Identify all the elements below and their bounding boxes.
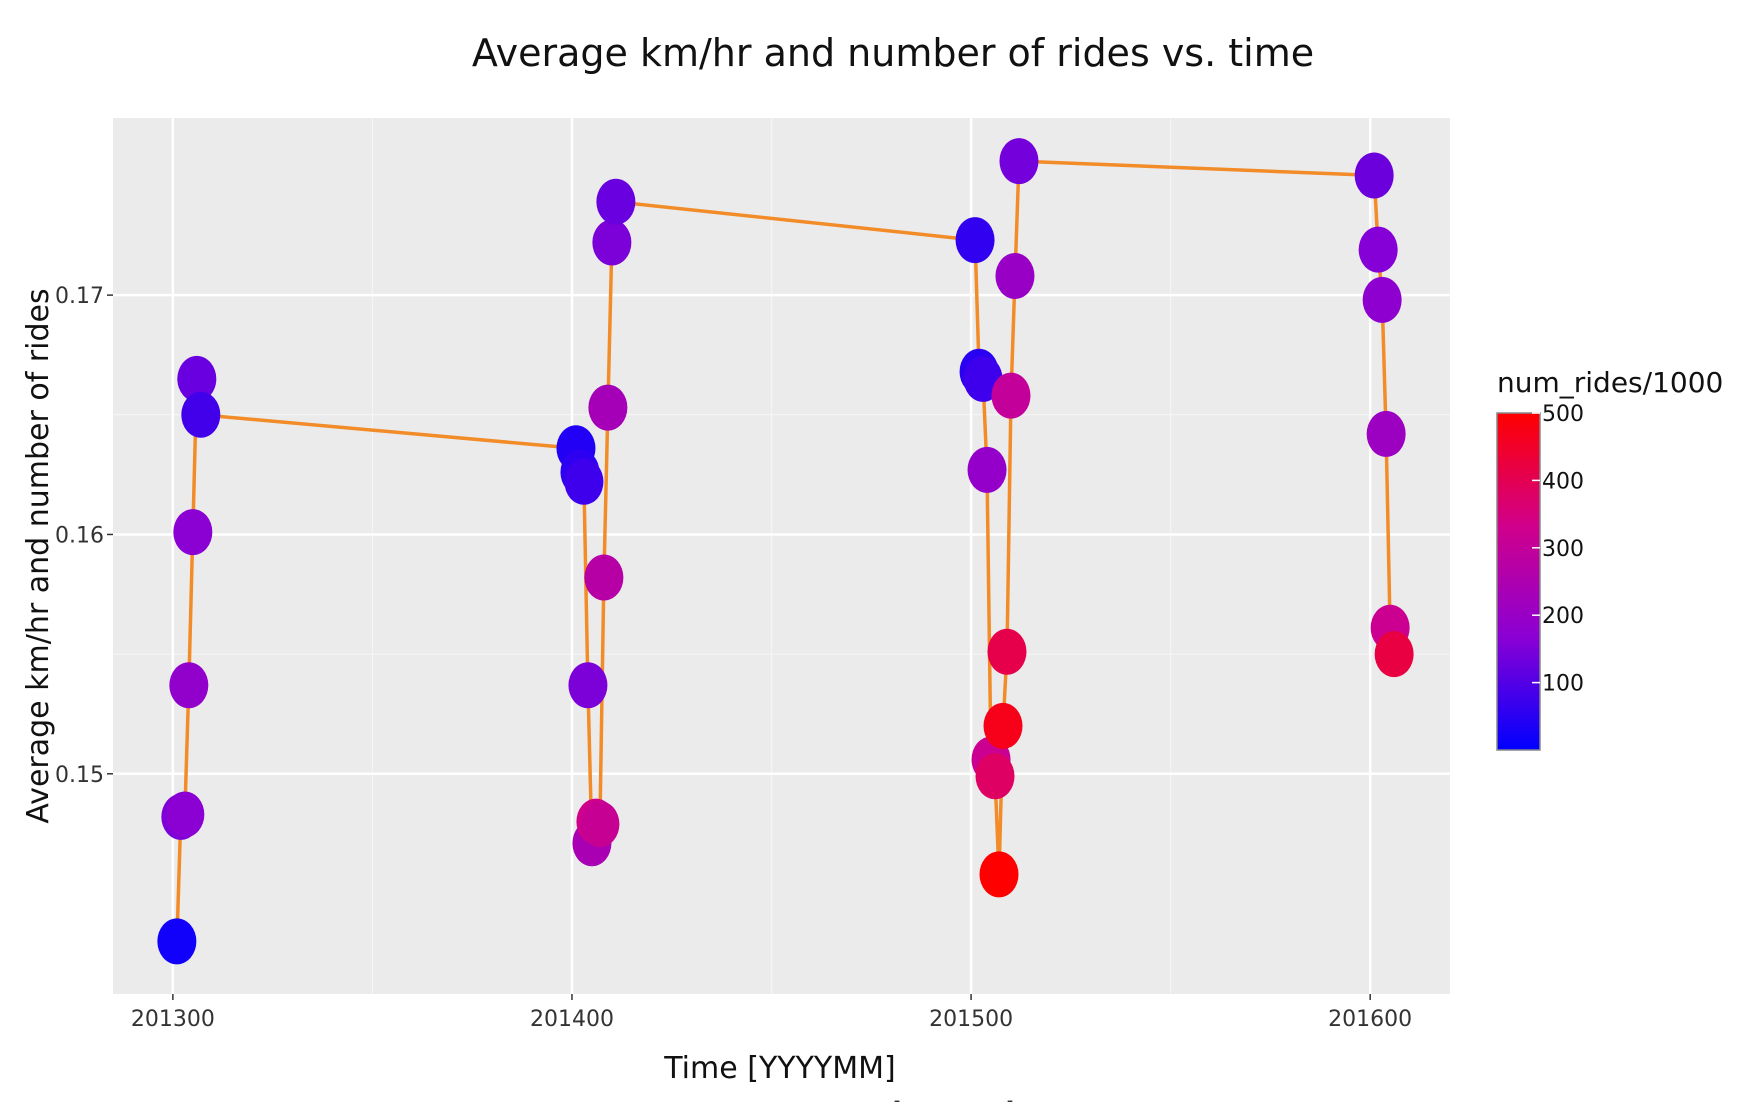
legend: num_rides/1000 100 200 300 400 500 — [1496, 366, 1723, 751]
y-axis-title: Average km/hr and number of rides — [21, 288, 56, 823]
data-point — [975, 753, 1015, 800]
x-tick-label: 201300 — [131, 1007, 215, 1032]
x-tick-label: 201500 — [929, 1007, 1013, 1032]
data-point — [564, 458, 604, 505]
y-tick-label: 0.17 — [55, 284, 104, 309]
footnote-mark: - — [894, 1090, 901, 1110]
data-point — [967, 446, 1007, 493]
data-point — [181, 391, 221, 438]
data-point — [169, 662, 209, 709]
footnote-mark: - — [1007, 1090, 1014, 1110]
data-point — [592, 219, 632, 266]
legend-colorbar — [1496, 412, 1541, 751]
data-point — [173, 509, 213, 556]
data-point — [165, 791, 205, 838]
data-point — [596, 178, 636, 225]
legend-tick-label: 300 — [1542, 537, 1584, 562]
data-point — [584, 554, 624, 601]
data-point — [157, 918, 197, 965]
legend-tick-label: 100 — [1542, 672, 1584, 697]
data-point — [580, 801, 620, 848]
axes: 201300 201400 201500 201600 0.15 0.16 0.17 — [55, 284, 1412, 1032]
x-tick-label: 201400 — [530, 1007, 614, 1032]
data-point — [983, 702, 1023, 749]
data-point — [955, 217, 995, 264]
x-axis-title: Time [YYYYMM] — [663, 1051, 895, 1086]
y-tick-label: 0.15 — [55, 763, 104, 788]
data-point — [1354, 152, 1394, 199]
legend-tick-label: 200 — [1542, 604, 1584, 629]
y-tick-label: 0.16 — [55, 523, 104, 548]
data-point — [979, 851, 1019, 898]
data-point — [588, 384, 628, 431]
data-point — [1362, 276, 1402, 323]
data-point — [999, 138, 1039, 185]
data-point — [1358, 226, 1398, 273]
plot-panel — [113, 118, 1450, 994]
data-point — [1374, 631, 1414, 678]
chart-title: Average km/hr and number of rides vs. ti… — [472, 31, 1314, 75]
legend-title: num_rides/1000 — [1497, 366, 1723, 399]
legend-tick-label: 500 — [1542, 402, 1584, 427]
legend-tick-label: 400 — [1542, 469, 1584, 494]
data-point — [568, 662, 608, 709]
x-tick-label: 201600 — [1328, 1007, 1412, 1032]
data-point — [987, 628, 1027, 675]
data-point — [177, 355, 217, 402]
legend-ticks: 100 200 300 400 500 — [1532, 402, 1584, 697]
data-points — [157, 138, 1414, 965]
data-point — [995, 252, 1035, 299]
data-point — [991, 372, 1031, 419]
data-point — [1366, 410, 1406, 457]
